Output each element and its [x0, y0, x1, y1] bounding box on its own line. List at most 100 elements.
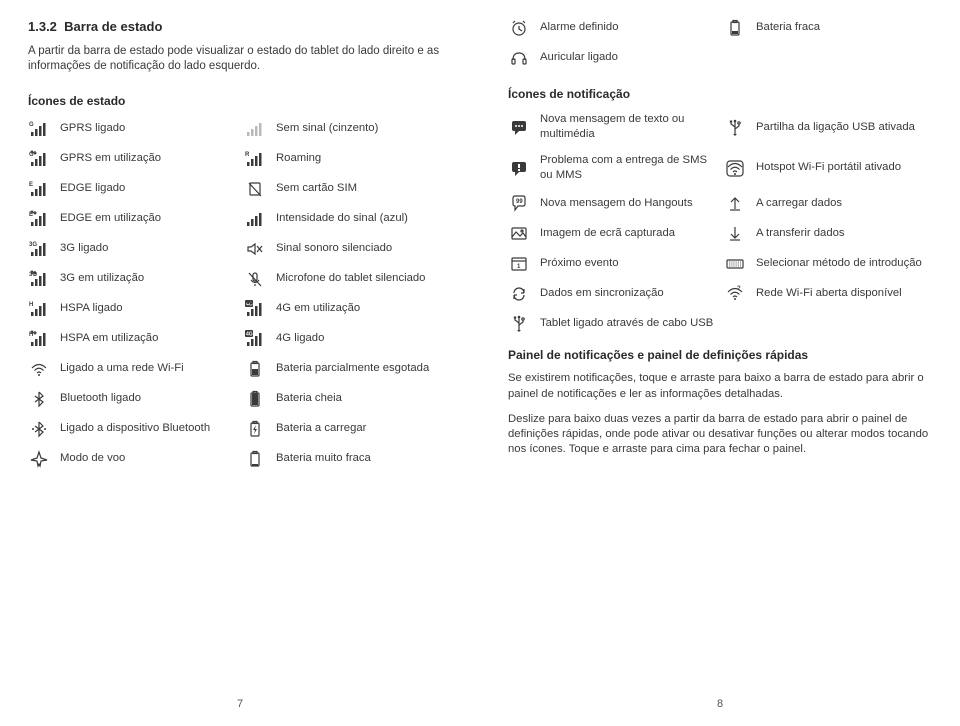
signal-strength-icon	[244, 209, 266, 229]
svg-text:H: H	[29, 332, 33, 338]
alarm-icon	[508, 18, 530, 38]
threeg-active-icon: 3G	[28, 269, 50, 289]
label: Dados em sincronização	[540, 286, 716, 301]
label: Auricular ligado	[540, 50, 716, 65]
edge-signal-icon: E	[28, 179, 50, 199]
empty-icon	[724, 48, 746, 68]
svg-text:H: H	[29, 302, 33, 308]
intro-paragraph: A partir da barra de estado pode visuali…	[28, 44, 452, 75]
battery-full-icon	[244, 389, 266, 409]
label: GPRS ligado	[60, 121, 236, 136]
screenshot-icon	[508, 223, 530, 243]
wifi-icon	[28, 359, 50, 379]
no-sim-icon	[244, 179, 266, 199]
threeg-signal-icon: 3G	[28, 239, 50, 259]
label: HSPA ligado	[60, 301, 236, 316]
label: Imagem de ecrã capturada	[540, 226, 716, 241]
label: Alarme definido	[540, 20, 716, 35]
label: Bateria fraca	[756, 20, 932, 35]
battery-charging-icon	[244, 419, 266, 439]
label: Partilha da ligação USB ativada	[756, 120, 932, 135]
state-icons-header: Ícones de estado	[28, 93, 452, 109]
label: A carregar dados	[756, 196, 932, 211]
keyboard-icon	[724, 253, 746, 273]
section-heading: 1.3.2 Barra de estado	[28, 18, 452, 36]
label: Bateria cheia	[276, 391, 452, 406]
svg-text:4G: 4G	[246, 331, 253, 337]
fourg-active-icon: 4G	[244, 299, 266, 319]
page-left: 1.3.2 Barra de estado A partir da barra …	[0, 0, 480, 726]
label: Tablet ligado através de cabo USB	[540, 316, 716, 331]
label: EDGE ligado	[60, 181, 236, 196]
edge-active-icon: E	[28, 209, 50, 229]
paragraph: Deslize para baixo duas vezes a partir d…	[508, 412, 932, 458]
usb-connected-icon	[508, 313, 530, 333]
hspa-signal-icon: H	[28, 299, 50, 319]
label: 3G ligado	[60, 241, 236, 256]
label: Nova mensagem de texto ou multimédia	[540, 112, 716, 143]
sound-muted-icon	[244, 239, 266, 259]
notification-icons-header: Ícones de notificação	[508, 86, 932, 102]
sync-icon	[508, 283, 530, 303]
hspa-active-icon: H	[28, 329, 50, 349]
label: Rede Wi-Fi aberta disponível	[756, 286, 932, 301]
label: 4G ligado	[276, 331, 452, 346]
roaming-icon: R	[244, 149, 266, 169]
page-number: 8	[508, 689, 932, 712]
no-signal-icon	[244, 119, 266, 139]
paragraph: Se existirem notificações, toque e arras…	[508, 371, 932, 402]
svg-text:3G: 3G	[29, 242, 37, 248]
wifi-hotspot-icon	[724, 158, 746, 178]
page-number: 7	[28, 689, 452, 712]
usb-tether-icon	[724, 117, 746, 137]
label: Bateria a carregar	[276, 421, 452, 436]
label: Bluetooth ligado	[60, 391, 236, 406]
airplane-mode-icon	[28, 449, 50, 469]
gprs-signal-icon: G	[28, 119, 50, 139]
label: A transferir dados	[756, 226, 932, 241]
fourg-signal-icon: 4G	[244, 329, 266, 349]
bluetooth-connected-icon	[28, 419, 50, 439]
page-right: Alarme definido Bateria fraca Auricular …	[480, 0, 960, 726]
headset-icon	[508, 48, 530, 68]
label: Bateria muito fraca	[276, 451, 452, 466]
label: Problema com a entrega de SMS ou MMS	[540, 153, 716, 184]
label: Microfone do tablet silenciado	[276, 271, 452, 286]
label: Próximo evento	[540, 256, 716, 271]
message-error-icon	[508, 158, 530, 178]
label: GPRS em utilização	[60, 151, 236, 166]
section-title-text: Barra de estado	[64, 19, 162, 34]
battery-partial-icon	[244, 359, 266, 379]
upload-icon	[724, 193, 746, 213]
state-icons-grid: G GPRS ligado Sem sinal (cinzento) G GPR…	[28, 119, 452, 469]
label: Nova mensagem do Hangouts	[540, 196, 716, 211]
label: EDGE em utilização	[60, 211, 236, 226]
label: Sem sinal (cinzento)	[276, 121, 452, 136]
section-number: 1.3.2	[28, 19, 57, 34]
label: HSPA em utilização	[60, 331, 236, 346]
svg-text:G: G	[29, 122, 34, 128]
label: Intensidade do sinal (azul)	[276, 211, 452, 226]
new-message-icon	[508, 117, 530, 137]
label: Modo de voo	[60, 451, 236, 466]
calendar-event-icon	[508, 253, 530, 273]
mic-muted-icon	[244, 269, 266, 289]
svg-text:E: E	[29, 182, 33, 188]
bluetooth-icon	[28, 389, 50, 409]
label: 4G em utilização	[276, 301, 452, 316]
svg-text:R: R	[245, 152, 250, 158]
battery-low-icon	[724, 18, 746, 38]
download-icon	[724, 223, 746, 243]
label: Ligado a uma rede Wi-Fi	[60, 361, 236, 376]
label: Roaming	[276, 151, 452, 166]
label: Sem cartão SIM	[276, 181, 452, 196]
gprs-active-icon: G	[28, 149, 50, 169]
label: Bateria parcialmente esgotada	[276, 361, 452, 376]
battery-very-low-icon	[244, 449, 266, 469]
panel-heading: Painel de notificações e painel de defin…	[508, 347, 932, 363]
label: 3G em utilização	[60, 271, 236, 286]
label: Hotspot Wi-Fi portátil ativado	[756, 160, 932, 175]
label: Ligado a dispositivo Bluetooth	[60, 421, 236, 436]
top-icons-grid: Alarme definido Bateria fraca Auricular …	[508, 18, 932, 68]
hangouts-icon	[508, 193, 530, 213]
